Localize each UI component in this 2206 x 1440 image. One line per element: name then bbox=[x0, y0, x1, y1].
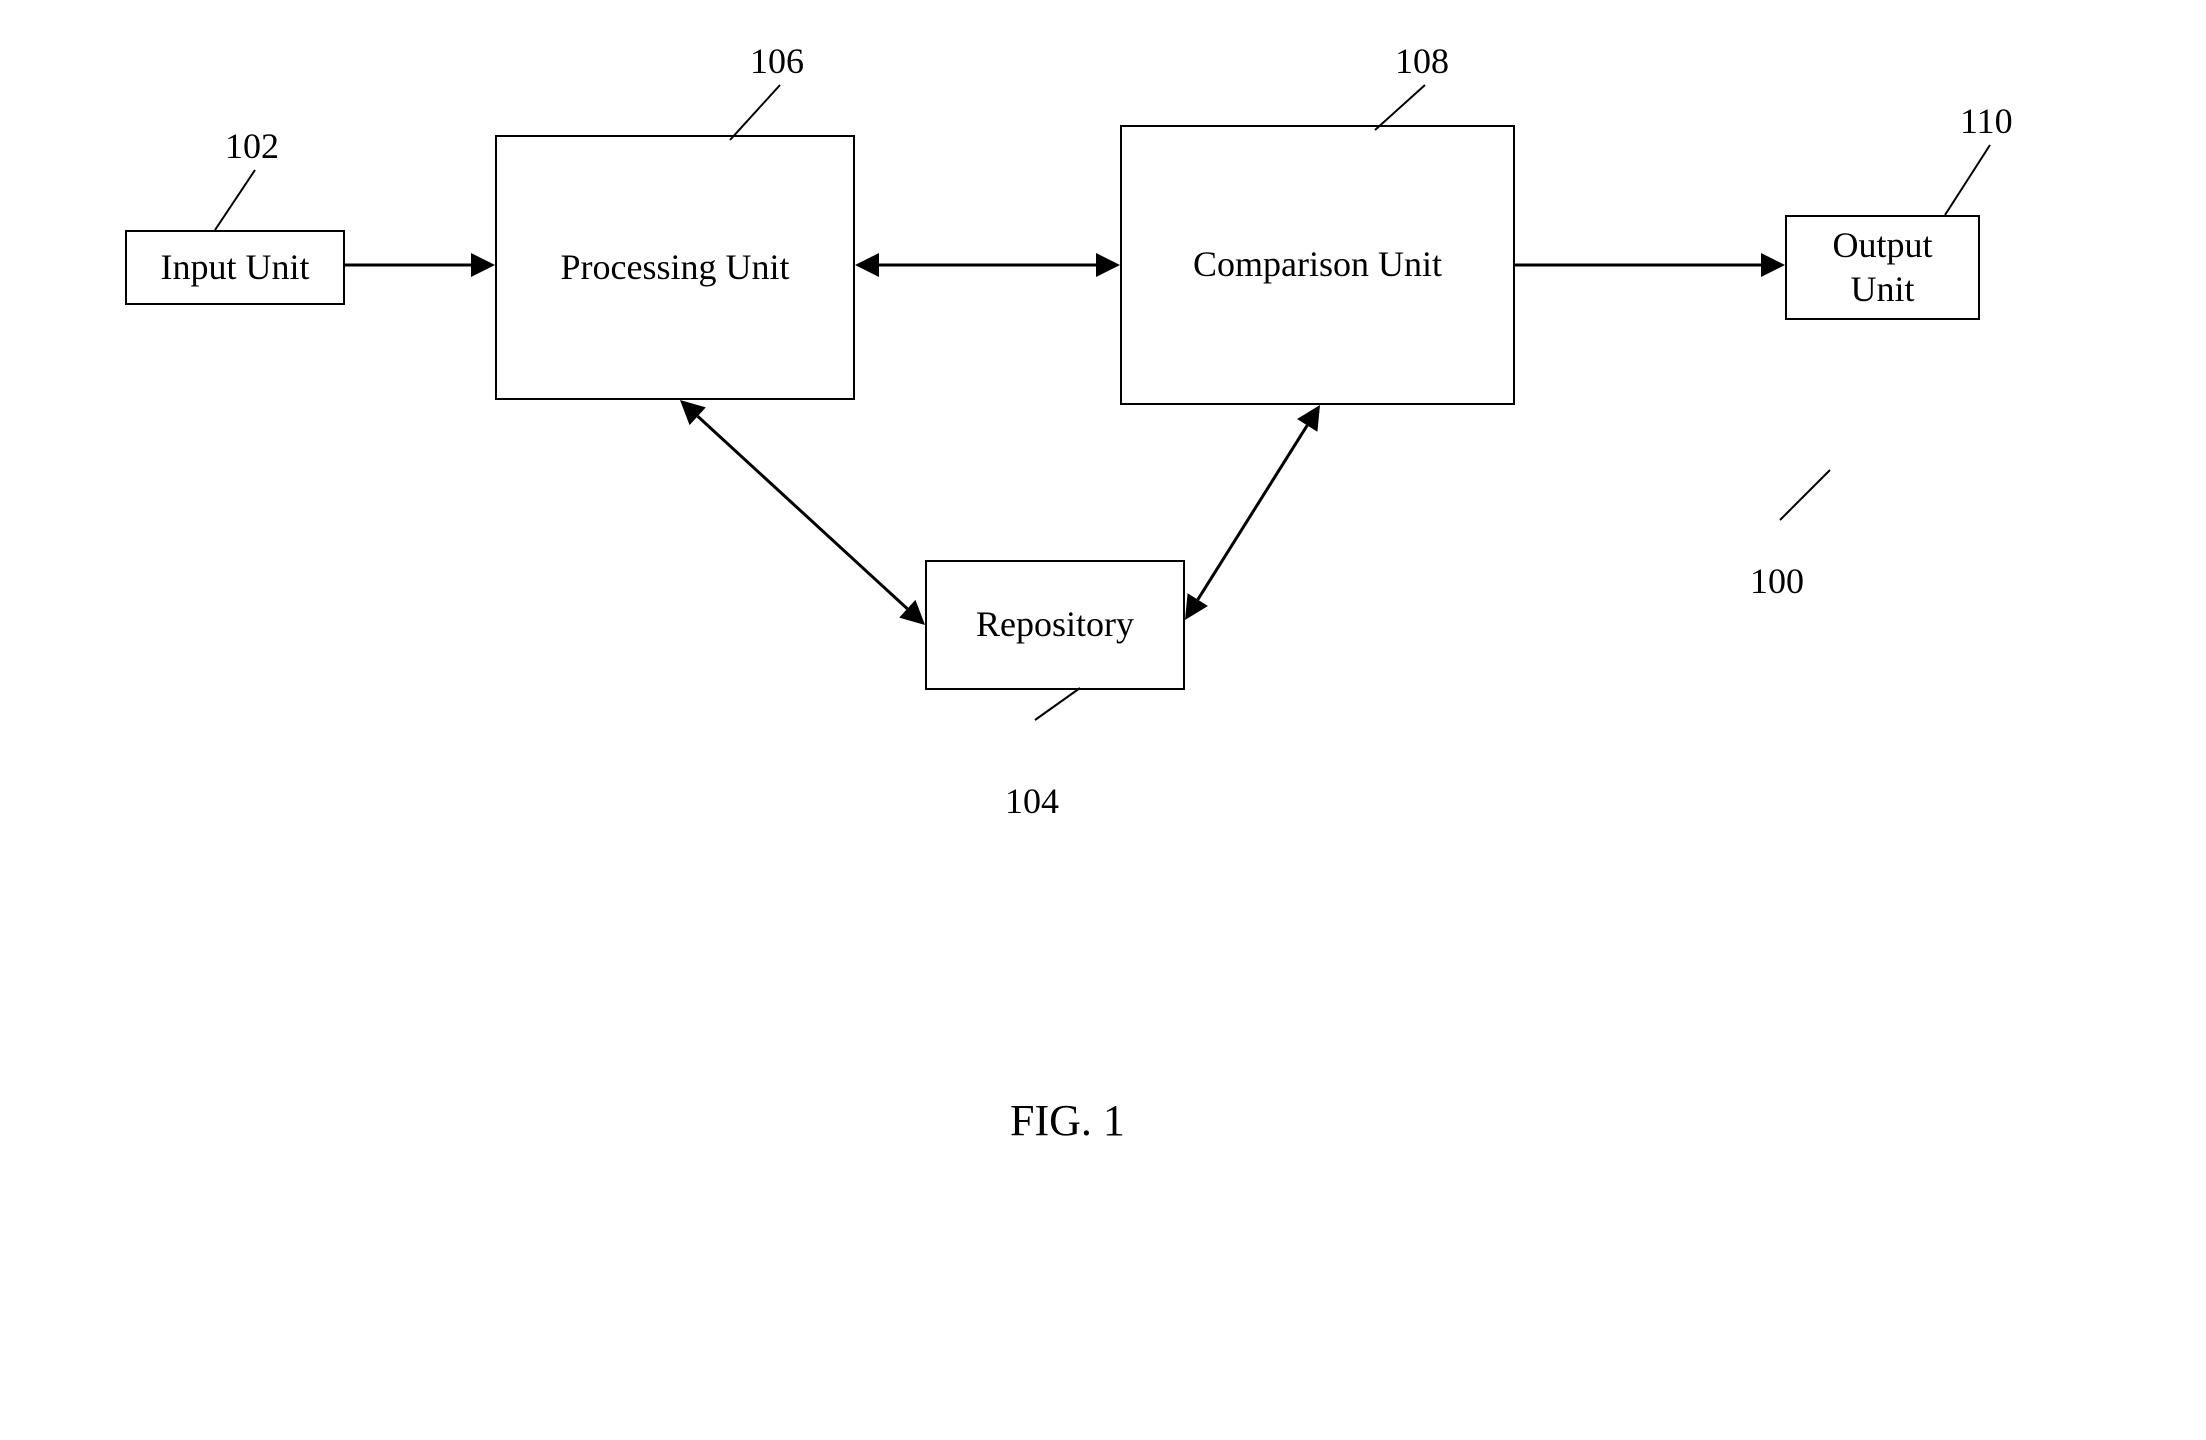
node-input-label: Input Unit bbox=[161, 246, 310, 289]
ref-label-100: 100 bbox=[1750, 560, 1804, 602]
node-output-unit: OutputUnit bbox=[1785, 215, 1980, 320]
node-comparison-unit: Comparison Unit bbox=[1120, 125, 1515, 405]
node-processing-label: Processing Unit bbox=[561, 246, 790, 289]
ref-label-104: 104 bbox=[1005, 780, 1059, 822]
node-comparison-label: Comparison Unit bbox=[1193, 243, 1442, 286]
figure-caption: FIG. 1 bbox=[1010, 1095, 1125, 1146]
ref-label-106: 106 bbox=[750, 40, 804, 82]
diagram-container: Input Unit Processing Unit Comparison Un… bbox=[0, 0, 2206, 1440]
node-output-label: OutputUnit bbox=[1832, 224, 1932, 310]
node-input-unit: Input Unit bbox=[125, 230, 345, 305]
node-processing-unit: Processing Unit bbox=[495, 135, 855, 400]
node-repository-label: Repository bbox=[976, 603, 1134, 646]
ref-label-102: 102 bbox=[225, 125, 279, 167]
ref-label-108: 108 bbox=[1395, 40, 1449, 82]
node-repository: Repository bbox=[925, 560, 1185, 690]
ref-label-110: 110 bbox=[1960, 100, 2013, 142]
